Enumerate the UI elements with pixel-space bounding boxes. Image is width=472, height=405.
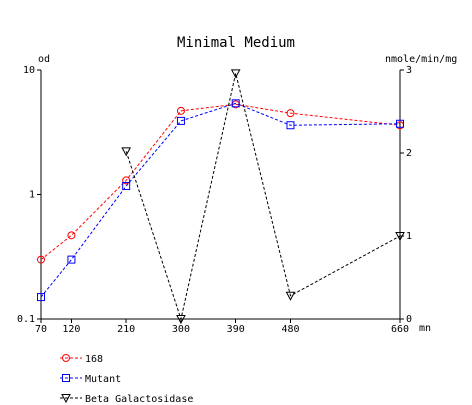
data-point-mutant [122,182,131,191]
y-right-ticks: 0 1 2 3 [400,65,412,325]
data-point-168 [286,109,295,118]
data-point-168 [176,106,185,115]
x-tick-label: 660 [391,324,409,335]
legend-marker-168 [62,354,70,362]
x-tick-label: 300 [172,324,190,335]
data-point-168 [37,255,45,264]
x-tick-label: 70 [35,324,47,335]
legend-label-mutant: Mutant [85,374,121,385]
data-point-beta-galactosidase [121,147,132,157]
x-tick-label: 120 [62,324,80,335]
data-point-mutant [37,293,45,302]
data-point-mutant [67,255,76,264]
y-left-axis-label: od [38,54,50,65]
y-right-tick-label: 2 [406,148,412,159]
y-right-tick-label: 1 [406,231,412,242]
y-left-tick-label: 10 [23,65,35,76]
data-point-beta-galactosidase [285,291,296,301]
y-right-tick-label: 0 [406,314,412,325]
x-tick-label: 210 [117,324,135,335]
data-point-168 [122,176,131,185]
y-left-tick-label: 0.1 [17,314,35,325]
y-right-axis-label: nmole/min/mg [385,54,457,65]
y-left-tick-label: 1 [29,190,35,201]
x-tick-label: 390 [227,324,245,335]
data-point-mutant [396,119,404,128]
data-point-mutant [286,121,295,130]
data-point-beta-galactosidase [230,69,241,79]
legend: 168 Mutant Beta Galactosidase [60,354,193,405]
series-line-beta-galactosidase [125,73,401,321]
legend-label-beta-galactosidase: Beta Galactosidase [85,394,193,405]
series-layer [37,69,405,325]
x-ticks: 70 120 210 300 390 480 660 [35,319,409,335]
y-right-tick-label: 3 [406,65,412,76]
data-point-mutant [176,116,185,125]
y-left-ticks: 0.1 1 10 [17,65,41,325]
data-point-beta-galactosidase [176,315,186,325]
series-line-mutant [40,102,401,298]
data-point-mutant [231,99,240,108]
data-point-beta-galactosidase [395,232,405,242]
data-point-168 [67,231,76,240]
x-axis-label: mn [419,323,431,334]
chart-title: Minimal Medium [177,35,295,51]
x-tick-label: 480 [281,324,299,335]
series-line-168 [40,103,401,260]
legend-marker-mutant [62,374,70,382]
legend-marker-beta-galactosidase [61,394,71,404]
legend-label-168: 168 [85,354,103,365]
